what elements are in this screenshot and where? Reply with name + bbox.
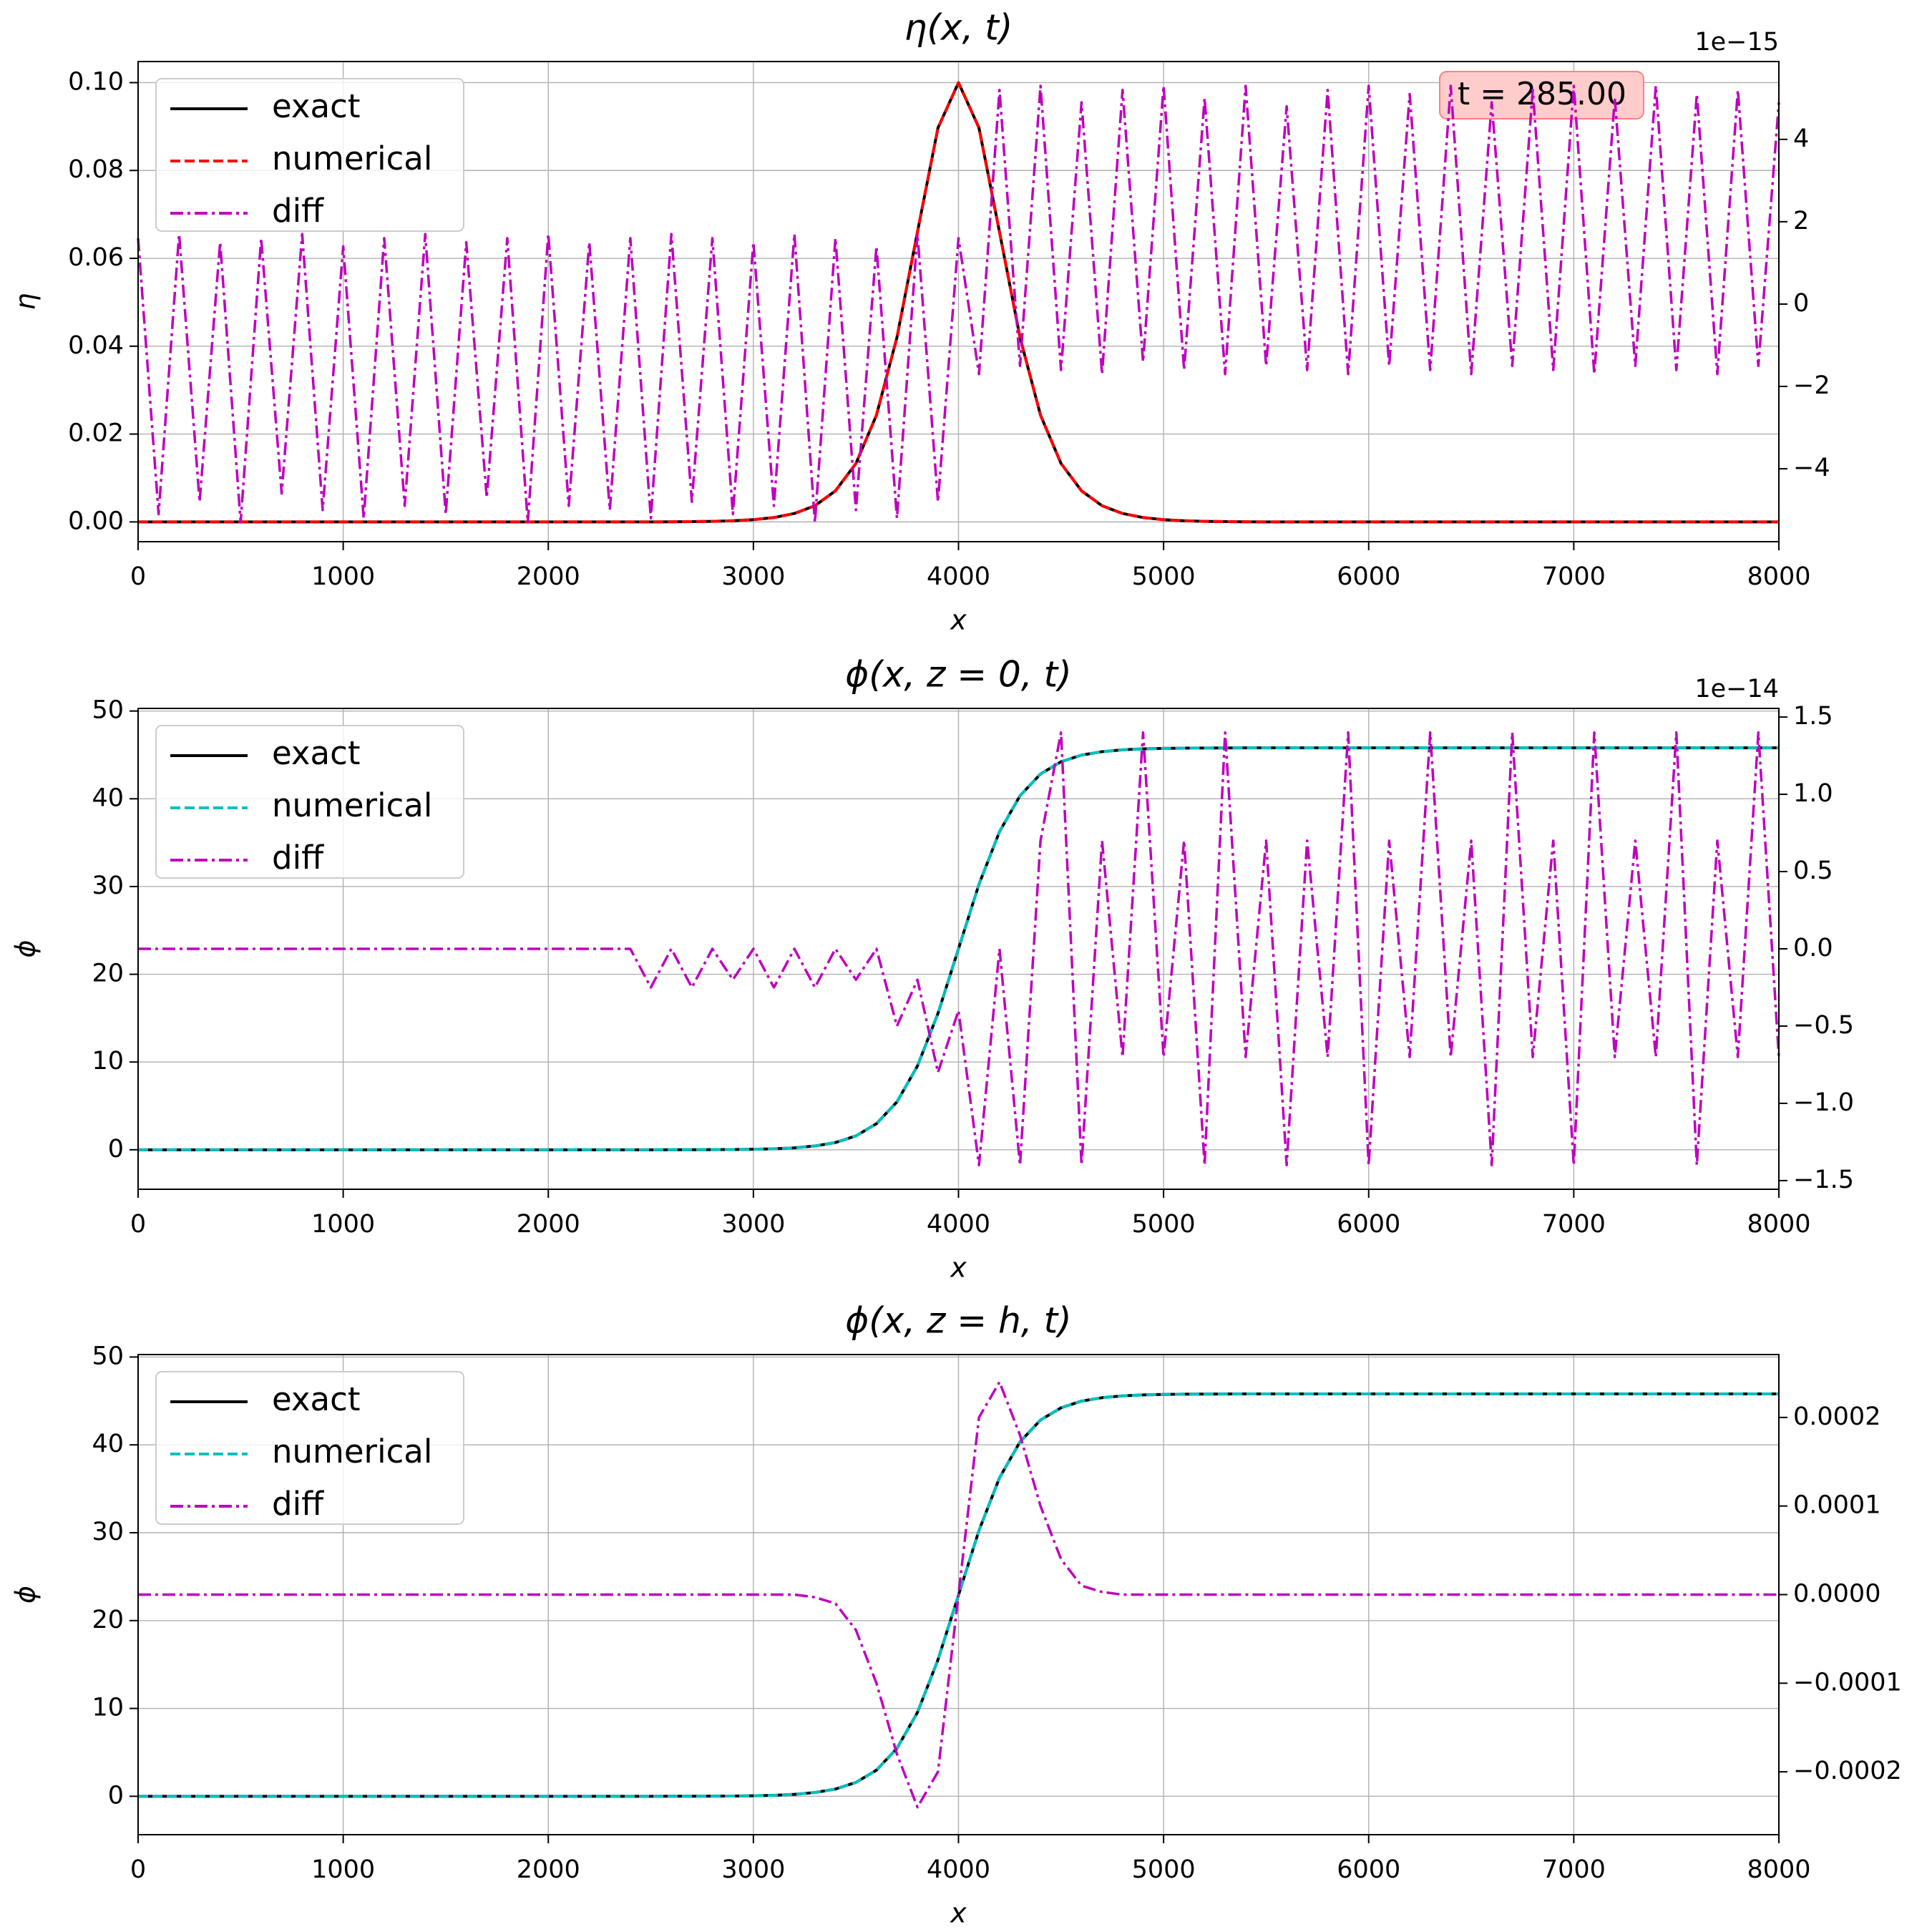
y-axis-label: ϕ <box>10 1586 42 1604</box>
y2-tick-label: 0.0002 <box>1793 1402 1880 1431</box>
x-tick-label: 8000 <box>1747 1210 1810 1239</box>
y-tick-label: 50 <box>92 696 124 725</box>
series-line <box>137 84 1780 524</box>
y-tick-label: 20 <box>92 1606 124 1634</box>
y-tick-label: 0.04 <box>68 331 124 360</box>
x-tick-label: 5000 <box>1132 1855 1196 1884</box>
y2-tick-label: −0.5 <box>1793 1011 1854 1040</box>
y2-tick-label: 0.0001 <box>1793 1491 1880 1520</box>
series-line <box>138 746 1779 1151</box>
x-tick-label: 5000 <box>1132 562 1196 591</box>
x-tick-label: 7000 <box>1542 1210 1606 1239</box>
y2-tick-label: 0.0000 <box>1793 1580 1880 1609</box>
legend-label: numerical <box>272 1433 432 1470</box>
x-tick-label: 2000 <box>517 1210 580 1239</box>
y-tick-label: 0.00 <box>68 507 124 535</box>
legend-label: exact <box>272 1380 361 1418</box>
legend-label: diff <box>272 192 324 230</box>
y-axis-label: ϕ <box>10 940 42 957</box>
series-line <box>138 1380 1779 1809</box>
y-tick-label: 20 <box>92 960 124 988</box>
x-tick-label: 6000 <box>1337 1210 1400 1239</box>
y-axis-label: η <box>10 293 42 310</box>
y2-tick-label: 2 <box>1793 207 1809 235</box>
x-tick-label: 2000 <box>517 1855 580 1884</box>
series-line <box>138 81 1779 524</box>
y2-offset-label: 1e−15 <box>1694 28 1779 57</box>
y2-tick-label: 0.5 <box>1793 857 1833 885</box>
x-tick-label: 3000 <box>721 1210 785 1239</box>
legend-label: numerical <box>272 140 432 177</box>
y-tick-label: 0 <box>108 1135 124 1163</box>
y-tick-label: 0 <box>108 1781 124 1810</box>
legend-label: diff <box>272 839 324 877</box>
series-line <box>138 731 1780 1167</box>
y2-tick-label: 1.0 <box>1793 779 1833 808</box>
x-tick-label: 8000 <box>1747 1855 1810 1884</box>
x-tick-label: 4000 <box>927 1210 990 1239</box>
y2-offset-label: 1e−14 <box>1694 675 1779 703</box>
legend-label: diff <box>272 1485 324 1523</box>
x-tick-label: 0 <box>130 1210 146 1239</box>
legend-box <box>155 725 464 879</box>
y2-tick-label: −1.0 <box>1793 1088 1854 1117</box>
x-axis-label: x <box>950 605 967 636</box>
x-tick-label: 1000 <box>311 1210 375 1239</box>
y2-tick-label: 0.0 <box>1793 934 1833 962</box>
x-tick-label: 1000 <box>311 562 375 591</box>
x-tick-label: 0 <box>130 562 146 591</box>
chart-title: ϕ(x, z = h, t) <box>845 1300 1071 1342</box>
x-tick-label: 0 <box>130 1855 146 1884</box>
y-tick-label: 0.02 <box>68 419 124 448</box>
x-tick-label: 8000 <box>1747 562 1810 591</box>
y2-tick-label: −4 <box>1793 454 1830 482</box>
y-tick-label: 30 <box>92 872 124 900</box>
x-tick-label: 2000 <box>517 562 580 591</box>
y-tick-label: 30 <box>92 1518 124 1546</box>
x-tick-label: 3000 <box>721 1855 785 1884</box>
y2-tick-label: −0.0002 <box>1793 1757 1902 1785</box>
y2-tick-label: −0.0001 <box>1793 1668 1902 1697</box>
legend-label: exact <box>272 87 361 125</box>
x-axis-label: x <box>950 1252 967 1284</box>
legend-label: numerical <box>272 786 432 824</box>
legend-label: exact <box>272 734 361 772</box>
x-axis-label: x <box>950 1898 967 1929</box>
chart-title: η(x, t) <box>904 7 1013 49</box>
x-tick-label: 1000 <box>311 1855 375 1884</box>
x-tick-label: 7000 <box>1542 562 1606 591</box>
y-tick-label: 0.06 <box>68 243 124 272</box>
y2-tick-label: −2 <box>1793 371 1830 400</box>
y2-tick-label: 1.5 <box>1793 702 1833 731</box>
x-tick-label: 7000 <box>1542 1855 1606 1884</box>
legend-box <box>155 1371 464 1525</box>
y-tick-label: 10 <box>92 1047 124 1075</box>
y-tick-label: 10 <box>92 1694 124 1722</box>
x-tick-label: 6000 <box>1337 1855 1400 1884</box>
chart-title: ϕ(x, z = 0, t) <box>845 654 1072 696</box>
y-tick-label: 40 <box>92 1430 124 1458</box>
x-tick-label: 6000 <box>1337 562 1400 591</box>
y-tick-label: 50 <box>92 1342 124 1370</box>
y-tick-label: 40 <box>92 784 124 812</box>
legend-box <box>155 78 464 232</box>
x-tick-label: 3000 <box>721 562 785 591</box>
x-tick-label: 4000 <box>927 1855 990 1884</box>
x-tick-label: 4000 <box>927 562 990 591</box>
y-tick-label: 0.10 <box>68 67 124 96</box>
y2-tick-label: −1.5 <box>1793 1166 1854 1194</box>
annotation: t = 285.00 <box>1458 76 1626 112</box>
y2-tick-label: 0 <box>1793 289 1809 318</box>
y-tick-label: 0.08 <box>68 155 124 184</box>
y2-tick-label: 4 <box>1793 125 1809 153</box>
x-tick-label: 5000 <box>1132 1210 1196 1239</box>
